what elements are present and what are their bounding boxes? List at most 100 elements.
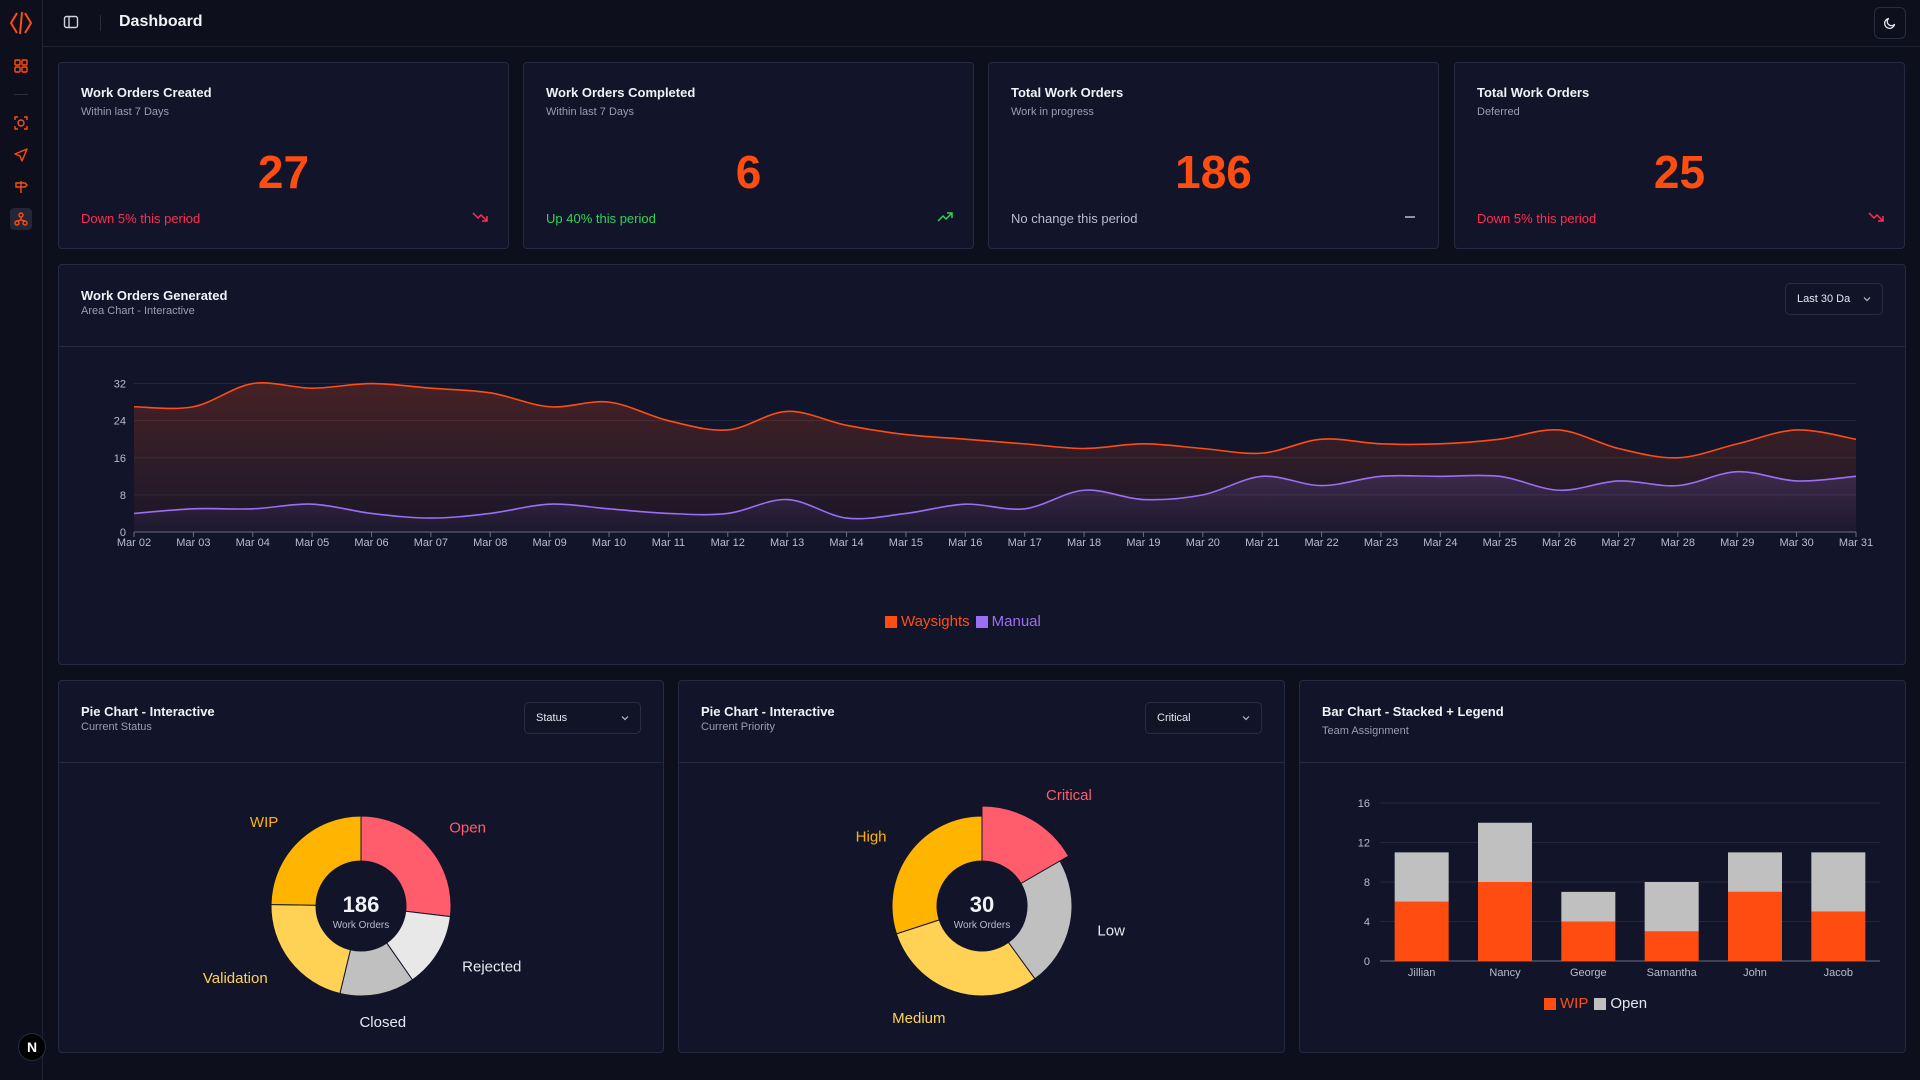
- pie-slice-label: High: [856, 829, 887, 846]
- stat-card-completed: Work Orders Completed Within last 7 Days…: [523, 62, 974, 249]
- grid-icon[interactable]: [10, 55, 32, 77]
- x-tick-label: Mar 08: [473, 537, 507, 549]
- bar-open-nancy[interactable]: [1478, 822, 1532, 882]
- x-tick-label: Mar 24: [1423, 537, 1457, 549]
- card-subtitle: Current Status: [81, 721, 152, 733]
- card-subtitle: Team Assignment: [1322, 725, 1409, 737]
- trending-down-icon: [1868, 212, 1884, 222]
- stat-trend-text: Down 5% this period: [1477, 211, 1597, 226]
- x-tick-label: Nancy: [1489, 967, 1521, 979]
- bar-wip-jacob[interactable]: [1811, 911, 1866, 961]
- y-tick-label: 8: [120, 490, 126, 502]
- area-chart: 0 8 16 24 32 Mar 02 Mar 03 Mar 04 Mar 05 Mar 06 M…: [114, 379, 1873, 549]
- x-tick-label: Mar 21: [1245, 537, 1279, 549]
- legend-label: Manual: [991, 613, 1041, 630]
- pie-slice-low[interactable]: [1007, 860, 1073, 980]
- pie-slice-validation[interactable]: [270, 903, 352, 995]
- legend-swatch: [975, 615, 988, 628]
- x-tick-label: Mar 25: [1483, 537, 1517, 549]
- bar-wip-samantha[interactable]: [1644, 931, 1699, 961]
- pie-slice-label: Validation: [203, 970, 268, 987]
- x-tick-label: Mar 31: [1839, 537, 1873, 549]
- bar-wip-jillian[interactable]: [1394, 901, 1449, 961]
- status-select[interactable]: Status: [524, 702, 641, 734]
- pie-slice-label: Rejected: [462, 959, 521, 976]
- bar-wip-john[interactable]: [1728, 891, 1782, 961]
- stat-value: 6: [735, 146, 762, 198]
- pie-slice-label: Open: [449, 820, 486, 837]
- stat-value: 27: [257, 146, 310, 198]
- bar-open-john[interactable]: [1728, 852, 1782, 892]
- avatar[interactable]: N: [18, 1033, 46, 1061]
- y-tick-label: 24: [114, 416, 126, 428]
- stat-trend-text: No change this period: [1011, 211, 1138, 226]
- stat-card-created: Work Orders Created Within last 7 Days 2…: [58, 62, 509, 249]
- x-tick-label: Mar 18: [1067, 537, 1101, 549]
- card-subtitle: Area Chart - Interactive: [81, 305, 195, 317]
- pie-slice-label: Low: [1097, 923, 1125, 940]
- x-tick-label: Mar 30: [1779, 537, 1813, 549]
- bar-open-george[interactable]: [1561, 891, 1616, 922]
- y-tick-label: 0: [1364, 956, 1370, 968]
- status-pie-card: Pie Chart - Interactive Current Status S…: [58, 680, 664, 1053]
- card-title: Bar Chart - Stacked + Legend: [1322, 704, 1504, 719]
- stat-trend-text: Up 40% this period: [546, 211, 656, 226]
- card-title: Pie Chart - Interactive: [701, 704, 835, 719]
- x-tick-label: Mar 23: [1364, 537, 1398, 549]
- x-tick-label: George: [1570, 967, 1607, 979]
- app-logo-icon[interactable]: [8, 10, 34, 36]
- scan-icon[interactable]: [10, 112, 32, 134]
- x-tick-label: Mar 09: [533, 537, 567, 549]
- series-line-manual: [133, 470, 1857, 520]
- pie-slice-label: Critical: [1046, 787, 1092, 804]
- priority-select[interactable]: Critical: [1145, 702, 1262, 734]
- bar-wip-george[interactable]: [1561, 921, 1616, 962]
- stat-card-in-progress: Total Work Orders Work in progress 186 N…: [988, 62, 1439, 249]
- x-tick-label: Mar 26: [1542, 537, 1576, 549]
- legend-swatch: [885, 615, 897, 628]
- network-icon[interactable]: [10, 208, 32, 230]
- date-range-select[interactable]: Last 30 Da: [1785, 283, 1883, 315]
- legend-label: Open: [1610, 995, 1648, 1012]
- x-tick-label: Mar 15: [889, 537, 923, 549]
- x-tick-label: Mar 29: [1720, 537, 1754, 549]
- team-bar-chart: 0 4 8 12 16 Jillian Nancy George Samantha John Ja…: [1358, 798, 1880, 979]
- send-icon[interactable]: [10, 144, 32, 166]
- x-tick-label: Mar 04: [236, 537, 270, 549]
- x-tick-label: Mar 11: [652, 537, 685, 549]
- pie-slice-wip[interactable]: [270, 815, 362, 906]
- bar-open-jacob[interactable]: [1811, 852, 1866, 912]
- x-tick-label: Mar 10: [592, 537, 626, 549]
- pie-center-label: Work Orders: [333, 920, 390, 931]
- y-tick-label: 0: [120, 527, 126, 539]
- pie-slice-high[interactable]: [891, 815, 983, 935]
- legend-label: Waysights: [901, 613, 970, 630]
- theme-toggle-button[interactable]: [1874, 7, 1906, 39]
- area-chart-card: Work Orders Generated Area Chart - Inter…: [58, 264, 1906, 665]
- signpost-icon[interactable]: [10, 176, 32, 198]
- x-tick-label: Samantha: [1647, 967, 1698, 979]
- minus-icon: [1405, 216, 1415, 218]
- stat-title: Total Work Orders: [1011, 85, 1124, 100]
- pie-slice-critical[interactable]: [981, 805, 1070, 885]
- card-divider: [1300, 762, 1905, 763]
- stat-title: Work Orders Created: [81, 85, 212, 100]
- bar-wip-nancy[interactable]: [1478, 882, 1532, 961]
- legend-label: WIP: [1560, 995, 1589, 1012]
- sidebar-toggle-icon[interactable]: [63, 14, 81, 32]
- legend-item-manual: Manual: [975, 613, 1041, 630]
- x-tick-label: Mar 22: [1304, 537, 1338, 549]
- bar-chart-legend: WIP Open: [1544, 995, 1647, 1012]
- pie-slice-label: Closed: [359, 1014, 406, 1031]
- legend-swatch: [1594, 997, 1607, 1010]
- y-tick-label: 32: [114, 379, 126, 391]
- topbar-divider: [100, 15, 101, 31]
- priority-select-value: Critical: [1157, 712, 1191, 724]
- pie-slice-medium[interactable]: [895, 919, 1036, 997]
- stat-trend-text: Down 5% this period: [81, 211, 201, 226]
- pie-slice-open[interactable]: [360, 815, 452, 918]
- bar-open-jillian[interactable]: [1394, 852, 1449, 902]
- bar-open-samantha[interactable]: [1644, 882, 1699, 932]
- date-range-value: Last 30 Da: [1797, 293, 1851, 305]
- x-tick-label: Mar 17: [1008, 537, 1042, 549]
